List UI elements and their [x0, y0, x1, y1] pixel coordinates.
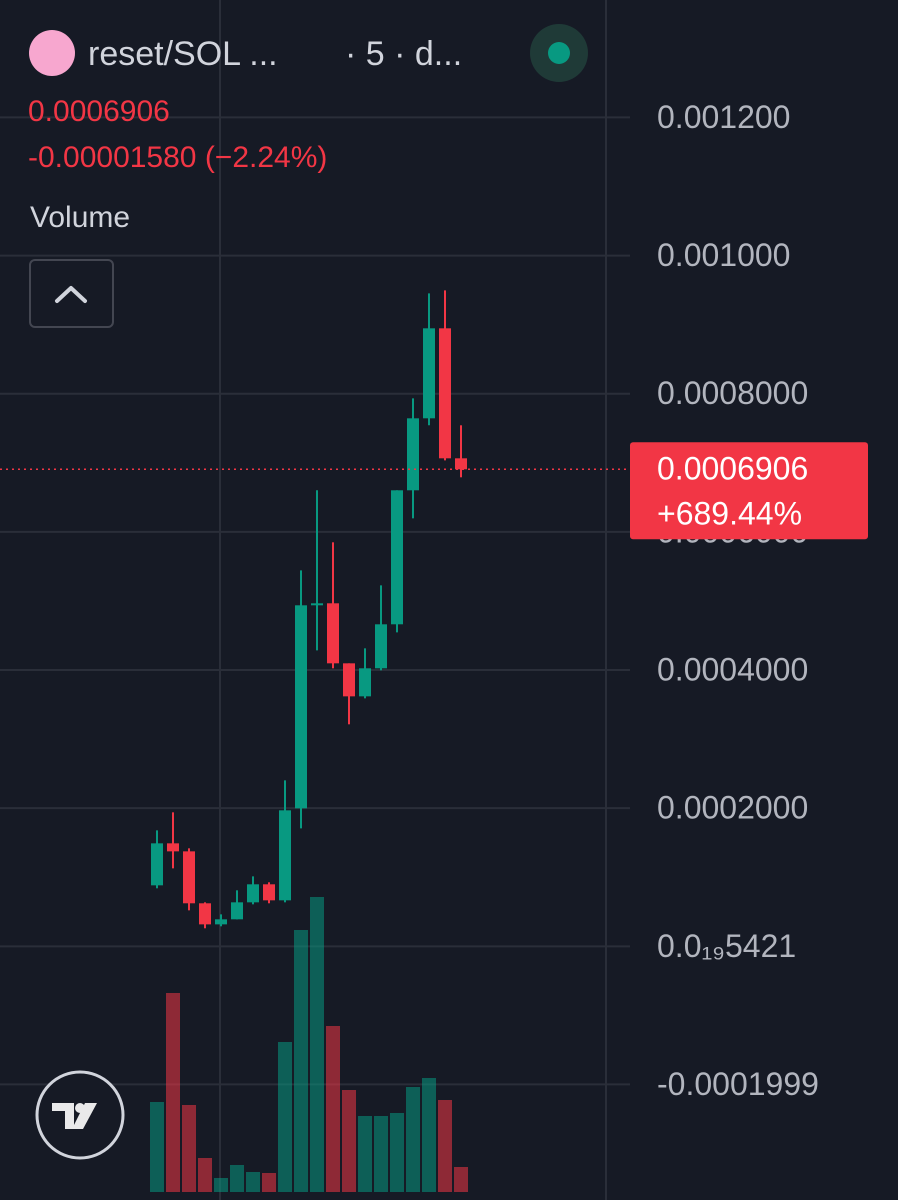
price-change: -0.00001580 (−2.24%)	[28, 141, 327, 174]
volume-bar	[214, 1178, 228, 1192]
candle-body	[263, 884, 275, 901]
y-tick-label: 0.0008000	[657, 375, 808, 411]
volume-bar	[278, 1042, 292, 1192]
volume-bar	[358, 1116, 372, 1192]
candle-body	[247, 884, 259, 903]
volume-bar	[262, 1173, 276, 1192]
candle-body	[407, 418, 419, 491]
candle-body	[439, 328, 451, 459]
volume-bar	[438, 1100, 452, 1192]
collapse-button[interactable]	[29, 259, 114, 328]
volume-bar	[198, 1158, 212, 1192]
candle-body	[167, 843, 179, 852]
status-dot	[548, 42, 570, 64]
volume-bar	[374, 1116, 388, 1192]
interval: · 5 · d...	[345, 35, 462, 73]
candle-body	[151, 843, 163, 886]
volume-bar	[326, 1026, 340, 1192]
volume-label: Volume	[30, 201, 130, 234]
volume-bar	[310, 897, 324, 1192]
logo-mark	[52, 1103, 97, 1129]
volume-bar	[406, 1087, 420, 1192]
candle-body	[423, 328, 435, 419]
collapse-icon	[55, 286, 87, 303]
candle-body	[311, 603, 323, 606]
y-tick-label: 0.0004000	[657, 651, 808, 687]
last-price: 0.0006906	[28, 95, 170, 128]
candle-body	[327, 603, 339, 664]
candles-layer	[0, 290, 630, 929]
candle-body	[215, 919, 227, 925]
price-tag-change: +689.44%	[657, 496, 802, 532]
candle-body	[183, 851, 195, 904]
volume-bar	[166, 993, 180, 1192]
candle-body	[375, 624, 387, 669]
candle-body	[391, 490, 403, 625]
candle-body	[199, 903, 211, 925]
candle-body	[295, 605, 307, 809]
price-tag	[630, 442, 868, 540]
volume-bar	[246, 1172, 260, 1192]
candle-body	[279, 810, 291, 901]
volume-bar	[454, 1167, 468, 1192]
y-tick-label: -0.0001999	[657, 1066, 819, 1102]
y-tick-label: 0.0₁₉5421	[657, 928, 796, 964]
price-tag-value: 0.0006906	[657, 451, 808, 487]
candle-body	[455, 458, 467, 470]
volume-bar	[150, 1102, 164, 1192]
volume-bar	[422, 1078, 436, 1192]
y-axis: 0.0012000.0010000.00080000.00060000.0004…	[630, 99, 868, 1102]
y-tick-label: 0.001000	[657, 237, 790, 273]
logo-button[interactable]	[35, 1070, 125, 1160]
y-tick-label: 0.0002000	[657, 790, 808, 826]
candle-body	[231, 902, 243, 920]
y-tick-label: 0.001200	[657, 99, 790, 135]
candle-body	[359, 668, 371, 697]
token-icon	[29, 30, 75, 76]
volume-bar	[230, 1165, 244, 1192]
logo-dot	[75, 1103, 85, 1113]
symbol-title[interactable]: reset/SOL ...	[88, 35, 278, 73]
volume-bar	[390, 1113, 404, 1192]
candle-body	[343, 663, 355, 697]
volume-bar	[182, 1105, 196, 1192]
volume-bar	[294, 930, 308, 1192]
volume-bar	[342, 1090, 356, 1192]
volume-layer	[150, 897, 468, 1192]
